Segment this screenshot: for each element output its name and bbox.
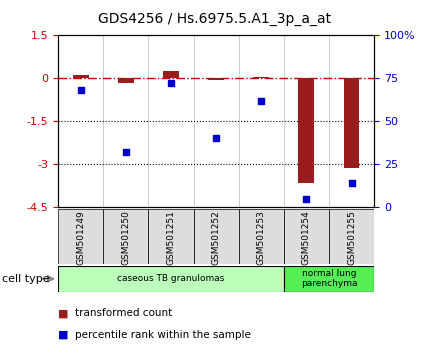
Bar: [58, 266, 284, 292]
Text: caseous TB granulomas: caseous TB granulomas: [117, 274, 224, 283]
Point: [348, 180, 355, 186]
Point: [168, 81, 175, 86]
Text: GSM501255: GSM501255: [347, 211, 356, 266]
Point: [122, 149, 129, 155]
Text: ■: ■: [58, 330, 68, 339]
Bar: [118, 78, 134, 82]
Text: GSM501251: GSM501251: [166, 211, 175, 266]
Text: GSM501250: GSM501250: [121, 211, 130, 266]
Bar: [103, 209, 148, 264]
Bar: [284, 266, 374, 292]
Bar: [329, 209, 374, 264]
Text: percentile rank within the sample: percentile rank within the sample: [75, 330, 251, 339]
Text: normal lung
parenchyma: normal lung parenchyma: [301, 269, 357, 289]
Bar: [58, 209, 103, 264]
Bar: [148, 209, 194, 264]
Text: GSM501254: GSM501254: [302, 211, 311, 265]
Point: [212, 136, 219, 141]
Bar: [194, 209, 239, 264]
Bar: [208, 78, 224, 80]
Point: [303, 196, 310, 201]
Point: [77, 87, 84, 93]
Text: GSM501249: GSM501249: [76, 211, 85, 265]
Bar: [298, 78, 314, 183]
Text: cell type: cell type: [2, 274, 50, 284]
Point: [258, 98, 265, 103]
Bar: [163, 70, 179, 78]
Text: GSM501252: GSM501252: [212, 211, 221, 265]
Text: GSM501253: GSM501253: [257, 211, 266, 266]
Bar: [73, 75, 89, 78]
Bar: [239, 209, 284, 264]
Text: transformed count: transformed count: [75, 308, 172, 318]
Bar: [344, 78, 359, 169]
Text: ■: ■: [58, 308, 68, 318]
Bar: [284, 209, 329, 264]
Text: GDS4256 / Hs.6975.5.A1_3p_a_at: GDS4256 / Hs.6975.5.A1_3p_a_at: [98, 12, 332, 27]
